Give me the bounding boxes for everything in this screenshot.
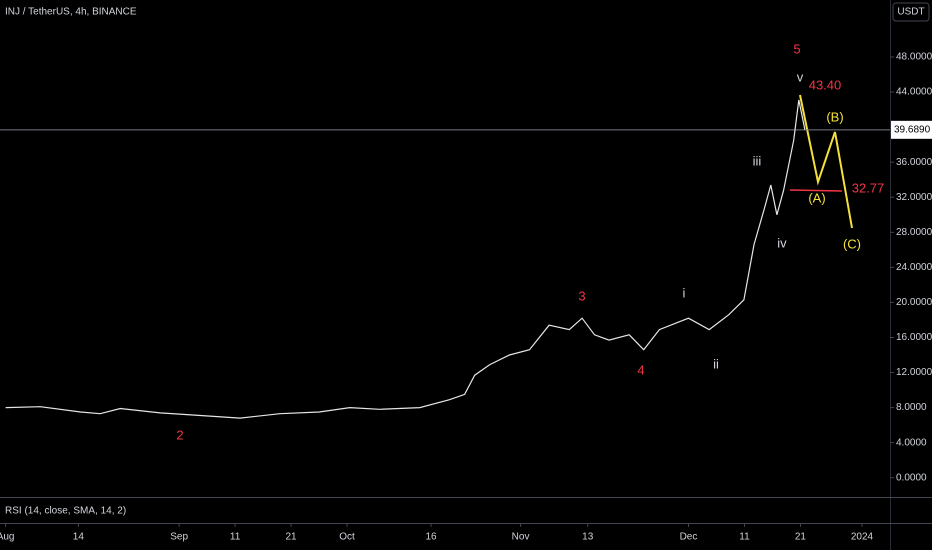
x-tick-label: Sep (170, 532, 188, 543)
wave-projection (799, 94, 853, 229)
currency: USDT (897, 7, 924, 18)
indicator-label: RSI (14, close, SMA, 14, 2) (5, 506, 126, 517)
chart-title: INJ / TetherUS, 4h, BINANCE (5, 7, 137, 18)
y-tick-label: 16.0000 (896, 332, 932, 343)
x-tick-label: Aug (0, 532, 14, 543)
y-tick-label: 44.0000 (896, 87, 932, 98)
price-line (5, 99, 806, 419)
wave-label: 3 (578, 288, 585, 303)
x-tick-label: 16 (425, 532, 437, 543)
x-tick-label: 13 (582, 532, 594, 543)
wave-label: 2 (176, 427, 183, 442)
y-tick-label: 20.0000 (896, 297, 932, 308)
wave-label: ii (713, 356, 719, 371)
y-tick-label: 8.0000 (896, 402, 927, 413)
x-tick-label: Oct (339, 532, 355, 543)
wave-label: iv (777, 235, 787, 250)
wave-label: 43.40 (809, 77, 842, 92)
x-tick-label: 11 (739, 532, 750, 543)
wave-label: v (797, 69, 804, 84)
wave-label: 32.77 (852, 180, 885, 195)
x-tick-label: 21 (286, 532, 298, 543)
currency-box[interactable] (892, 2, 930, 22)
y-tick-label: 24.0000 (896, 262, 932, 273)
y-tick-label: 48.0000 (896, 52, 932, 63)
wave-label: (C) (843, 236, 861, 251)
x-tick-label: Dec (680, 532, 698, 543)
last-price-label: 39.6890 (894, 124, 931, 135)
wave-label: (A) (808, 190, 825, 205)
x-tick-label: 21 (795, 532, 807, 543)
y-tick-label: 28.0000 (896, 227, 932, 238)
x-tick-label: 11 (230, 532, 241, 543)
y-tick-label: 32.0000 (896, 192, 932, 203)
support-level (789, 189, 843, 192)
x-tick-label: 14 (73, 532, 85, 543)
wave-label: i (683, 285, 686, 300)
x-tick-label: 2024 (851, 532, 874, 543)
wave-label: (B) (826, 109, 843, 124)
wave-label: 5 (793, 41, 800, 56)
y-tick-label: 0.0000 (896, 472, 927, 483)
x-tick-label: Nov (512, 532, 530, 543)
wave-label: 4 (637, 362, 644, 377)
y-tick-label: 36.0000 (896, 157, 932, 168)
last-price-box (891, 120, 932, 139)
y-tick-label: 4.0000 (896, 437, 927, 448)
y-tick-label: 12.0000 (896, 367, 932, 378)
wave-label: iii (753, 153, 762, 168)
